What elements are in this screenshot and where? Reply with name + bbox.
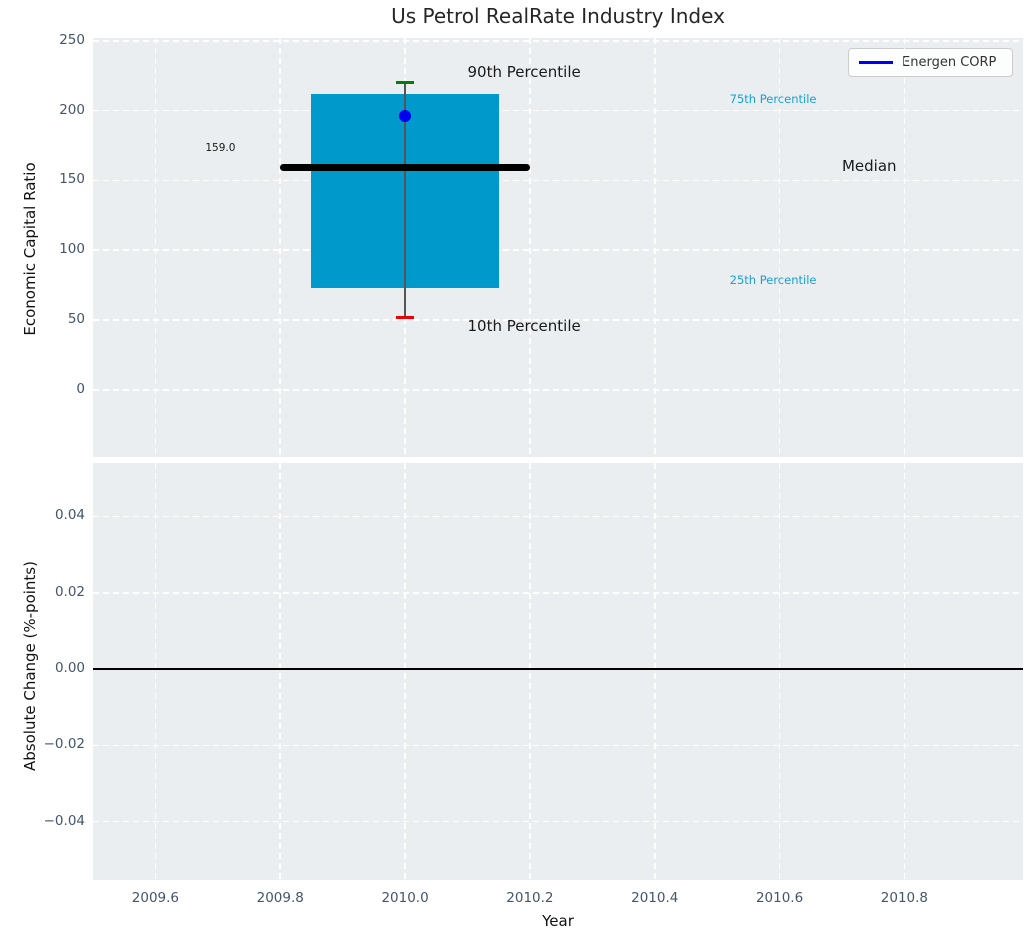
company-point	[399, 110, 412, 123]
annotation-90th-percentile: 90th Percentile	[467, 62, 581, 81]
annotation-10th-percentile: 10th Percentile	[467, 316, 581, 335]
gridline-v	[279, 463, 282, 880]
x-tick-label: 2010.6	[755, 890, 804, 906]
gridline-v	[154, 463, 157, 880]
gridline-h	[93, 249, 1023, 252]
gridline-h	[93, 179, 1023, 182]
y-tick-label: 0.00	[54, 660, 85, 677]
y-tick-label: 150	[59, 171, 85, 188]
gridline-v	[279, 38, 282, 457]
x-tick-label: 2010.0	[381, 890, 429, 906]
x-tick-label: 2010.8	[880, 890, 929, 906]
gridline-v	[778, 463, 781, 880]
gridline-v	[903, 38, 906, 457]
gridline-h	[93, 515, 1023, 518]
legend-line-swatch	[859, 61, 893, 64]
median-line	[280, 164, 530, 172]
gridline-h	[93, 591, 1023, 594]
y-tick-label: 200	[59, 101, 85, 118]
gridline-v	[529, 38, 531, 457]
gridline-h	[93, 319, 1023, 321]
y-tick-label: −0.04	[43, 812, 85, 829]
gridline-v	[903, 463, 906, 880]
gridline-v	[154, 38, 157, 457]
gridline-v	[778, 38, 781, 457]
whisker-line	[404, 82, 406, 318]
top-axes	[93, 38, 1023, 457]
y-tick-label: 250	[59, 31, 85, 48]
gridline-h	[93, 820, 1023, 823]
y-tick-label: 0.04	[54, 507, 85, 524]
y-tick-label: 50	[67, 311, 85, 328]
gridline-h	[93, 109, 1023, 112]
annotation-median: Median	[841, 157, 897, 176]
gridline-h	[93, 39, 1023, 42]
gridline-h	[93, 744, 1023, 747]
gridline-v	[653, 38, 656, 457]
y-tick-label: 0.02	[54, 583, 85, 600]
bottom-axes	[93, 463, 1023, 880]
gridline-h	[93, 389, 1023, 391]
x-tick-label: 2010.2	[506, 890, 554, 906]
y-tick-label: 0	[76, 380, 85, 397]
x-tick-label: 2009.8	[256, 890, 304, 906]
gridline-v	[529, 463, 531, 880]
y-tick-label: −0.02	[43, 736, 85, 753]
p90-cap	[395, 81, 415, 84]
y-tick-label: 100	[59, 241, 85, 258]
legend-label: Energen CORP	[902, 55, 997, 70]
zero-line	[93, 668, 1023, 670]
x-tick-label: 2010.4	[631, 890, 679, 906]
legend: Energen CORP	[848, 48, 1013, 77]
annotation-159-0: 159.0	[205, 142, 236, 155]
x-axis-label: Year	[542, 912, 574, 930]
gridline-v	[404, 463, 406, 880]
annotation-25th-percentile: 25th Percentile	[729, 272, 817, 287]
p10-cap	[395, 316, 415, 319]
gridline-v	[653, 463, 656, 880]
annotation-75th-percentile: 75th Percentile	[729, 92, 817, 107]
chart-title: Us Petrol RealRate Industry Index	[391, 4, 725, 28]
x-tick-label: 2009.6	[131, 890, 180, 906]
